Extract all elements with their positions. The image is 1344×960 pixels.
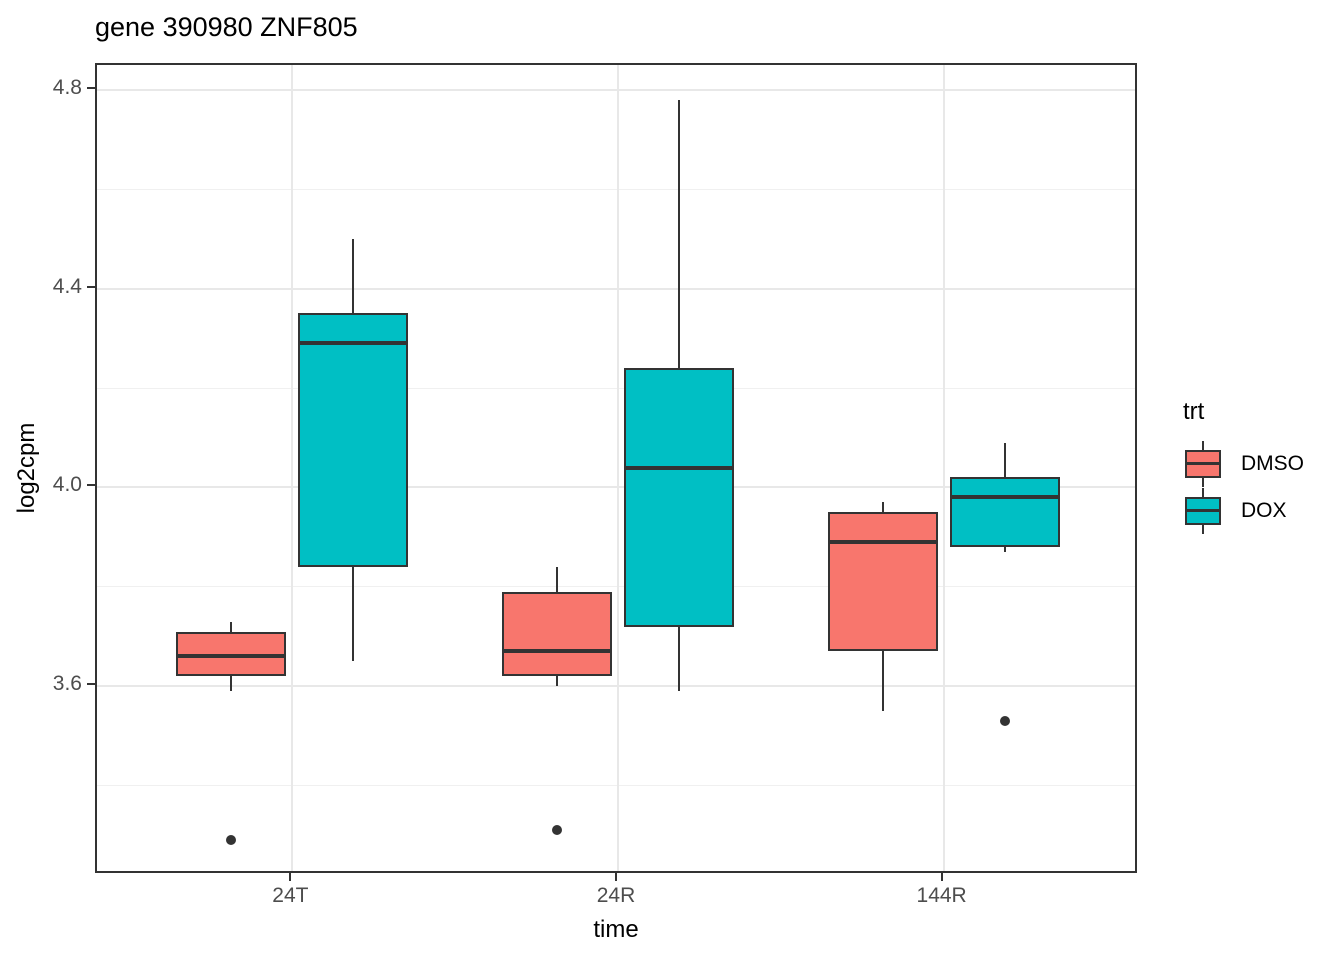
box-144R-DOX bbox=[949, 477, 1060, 548]
median-24T-DMSO bbox=[176, 654, 287, 659]
gridline-major-y-3.6 bbox=[97, 685, 1135, 688]
x-tick-mark-24R bbox=[615, 873, 617, 881]
box-24R-DOX bbox=[624, 368, 734, 627]
box-24T-DOX bbox=[298, 313, 409, 567]
legend-title: trt bbox=[1183, 398, 1205, 425]
median-24R-DMSO bbox=[502, 649, 612, 654]
legend-items: DMSO DOX bbox=[1183, 440, 1304, 534]
gridline-major-x-144R bbox=[942, 65, 945, 871]
box-24T-DMSO bbox=[176, 631, 287, 677]
plot-title: gene 390980 ZNF805 bbox=[95, 12, 358, 42]
plot-panel bbox=[95, 63, 1137, 873]
gridline-major-x-24R bbox=[617, 65, 619, 871]
legend-label-DMSO: DMSO bbox=[1241, 451, 1304, 475]
gridline-major-y-4.4 bbox=[97, 287, 1135, 290]
box-144R-DMSO bbox=[827, 512, 938, 652]
outlier-144R-DOX bbox=[999, 715, 1010, 726]
key-median-line bbox=[1185, 508, 1221, 512]
x-tick-mark-24T bbox=[289, 873, 292, 881]
boxplot-key-icon bbox=[1185, 440, 1221, 487]
legend: trt DMSO DOX bbox=[1183, 398, 1304, 534]
x-tick-mark-144R bbox=[940, 873, 943, 881]
y-tick-label-3.6: 3.6 bbox=[52, 672, 82, 696]
gridline-major-x-24T bbox=[291, 65, 294, 871]
box-24R-DMSO bbox=[502, 591, 612, 677]
gridline-major-y-4.8 bbox=[97, 88, 1135, 91]
y-tick-mark-4 bbox=[87, 484, 95, 487]
median-144R-DMSO bbox=[827, 540, 938, 545]
gridline-major-y-4 bbox=[97, 486, 1135, 489]
y-tick-label-4.8: 4.8 bbox=[52, 75, 82, 99]
legend-label-DOX: DOX bbox=[1241, 498, 1287, 522]
y-tick-label-4: 4.0 bbox=[52, 473, 82, 497]
median-24R-DOX bbox=[624, 465, 734, 470]
x-tick-label-144R: 144R bbox=[916, 884, 967, 907]
y-tick-mark-4.8 bbox=[87, 86, 95, 89]
y-tick-mark-3.6 bbox=[87, 683, 95, 686]
y-axis-title: log2cpm bbox=[13, 422, 40, 514]
legend-item-DOX: DOX bbox=[1183, 487, 1304, 534]
x-axis-title: time bbox=[593, 916, 639, 943]
median-144R-DOX bbox=[949, 495, 1060, 500]
gridline-minor-y-4.6 bbox=[97, 188, 1135, 190]
gridline-minor-y-3.4 bbox=[97, 785, 1135, 787]
x-tick-label-24T: 24T bbox=[272, 884, 309, 907]
boxplot-key-icon bbox=[1185, 487, 1221, 534]
gridline-minor-y-3.8 bbox=[97, 586, 1135, 588]
y-tick-label-4.4: 4.4 bbox=[52, 274, 82, 298]
legend-item-DMSO: DMSO bbox=[1183, 440, 1304, 487]
gridline-minor-y-4.2 bbox=[97, 387, 1135, 389]
outlier-24R-DMSO bbox=[552, 825, 562, 836]
y-tick-mark-4.4 bbox=[87, 285, 95, 288]
x-tick-label-24R: 24R bbox=[596, 884, 636, 907]
median-24T-DOX bbox=[298, 341, 409, 346]
key-median-line bbox=[1185, 461, 1221, 465]
outlier-24T-DMSO bbox=[226, 835, 237, 846]
